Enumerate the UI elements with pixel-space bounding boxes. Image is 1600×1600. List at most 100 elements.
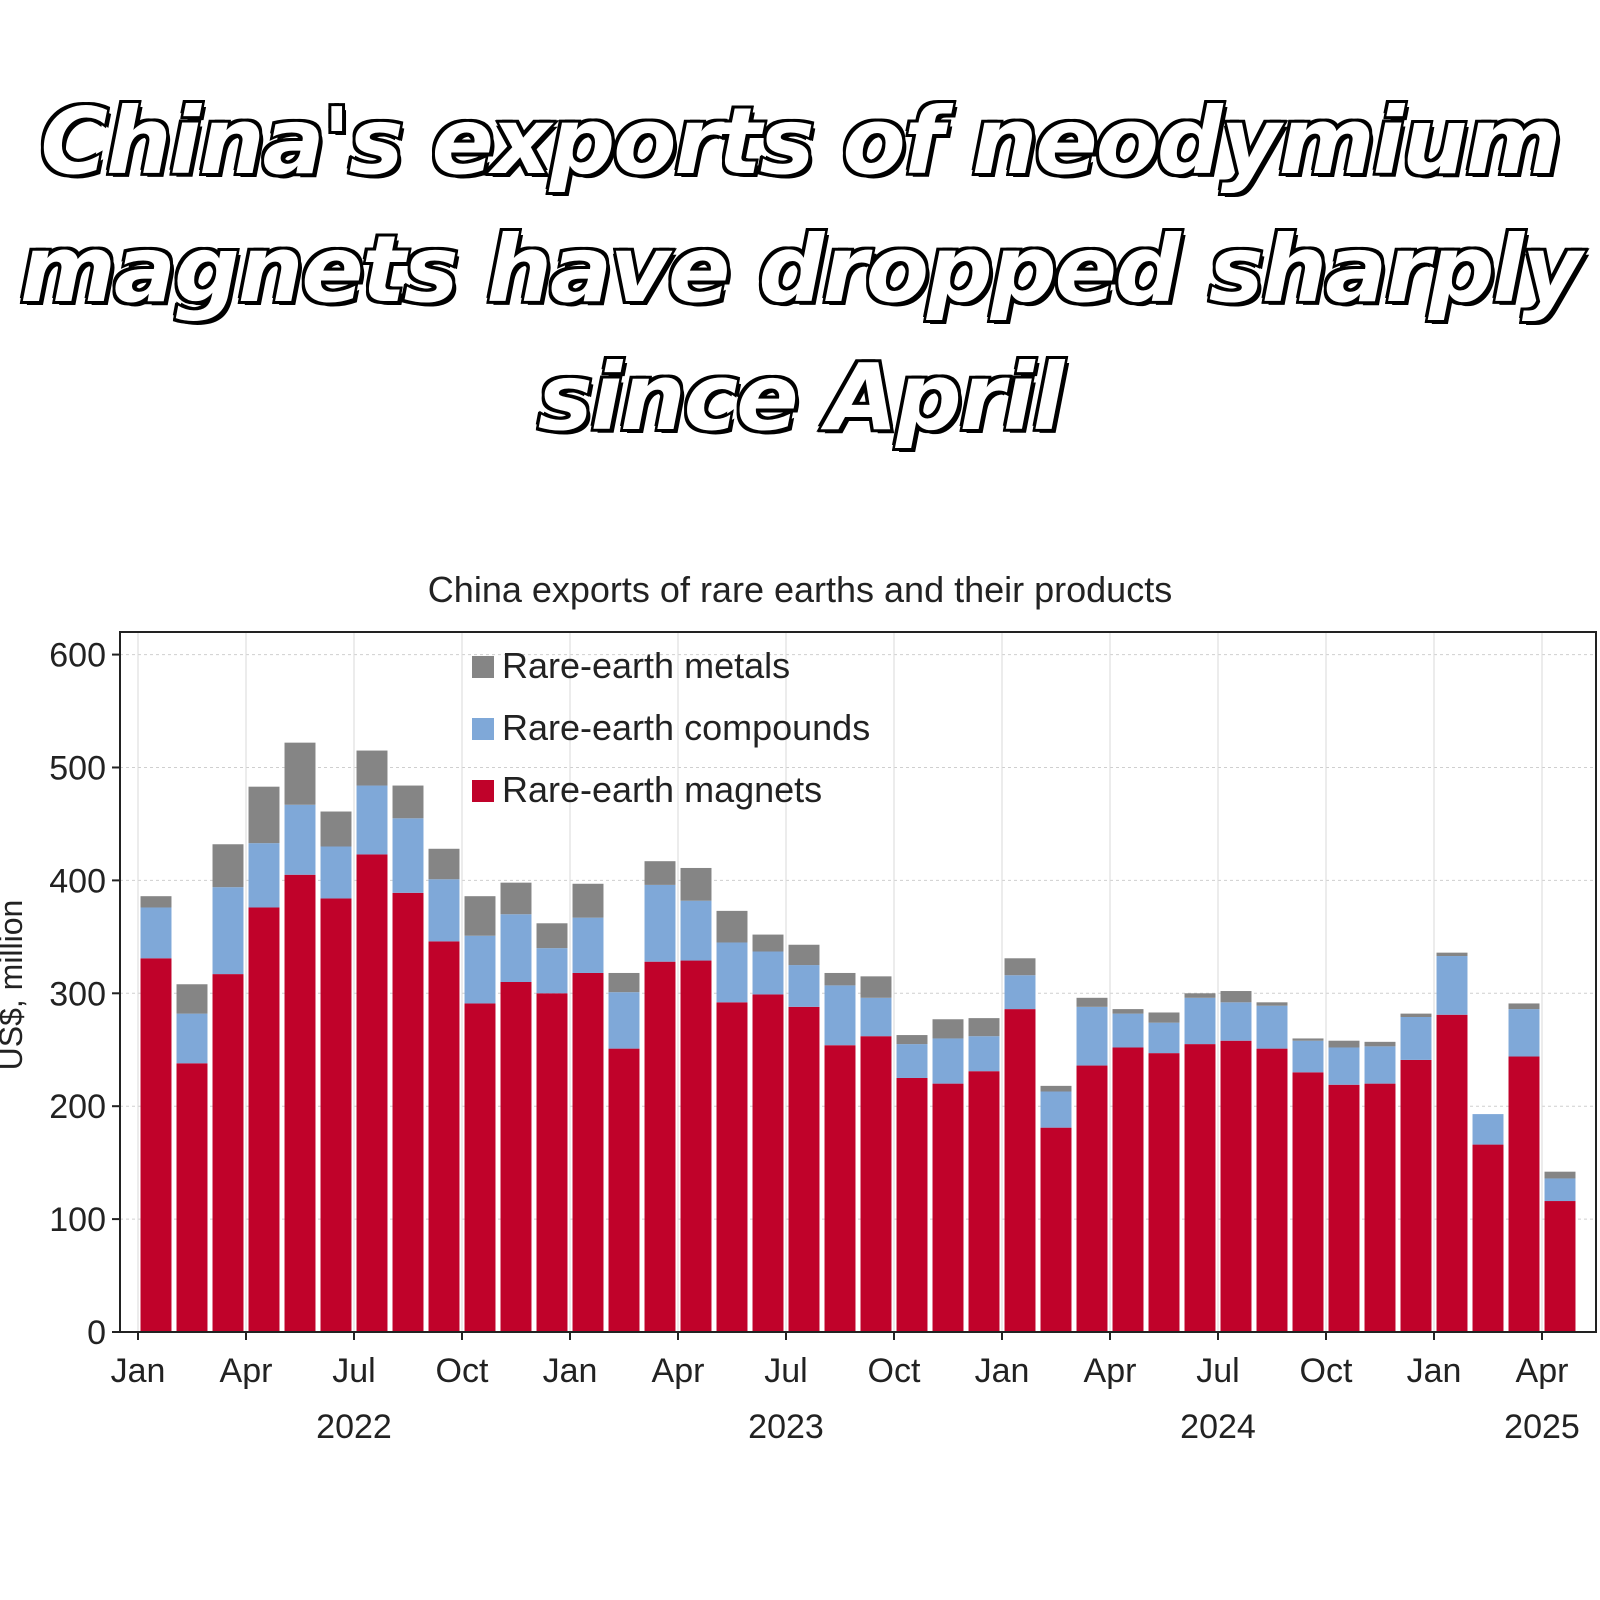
- bar-segment-rare-earth-magnets: [608, 1048, 640, 1332]
- y-tick-label: 400: [49, 862, 106, 900]
- bar-segment-rare-earth-metals: [1112, 1009, 1144, 1014]
- bar-segment-rare-earth-compounds: [1220, 1002, 1252, 1041]
- bar-segment-rare-earth-metals: [1004, 958, 1036, 976]
- bar-segment-rare-earth-compounds: [1400, 1017, 1432, 1060]
- x-tick-label: Apr: [1084, 1352, 1137, 1390]
- year-label: 2023: [748, 1408, 824, 1446]
- y-tick-label: 300: [49, 975, 106, 1013]
- x-tick-label: Oct: [436, 1352, 489, 1390]
- bar-segment-rare-earth-magnets: [1040, 1127, 1072, 1332]
- bar-segment-rare-earth-metals: [716, 910, 748, 943]
- bar-segment-rare-earth-compounds: [968, 1036, 1000, 1072]
- bar-segment-rare-earth-magnets: [716, 1002, 748, 1332]
- bar-segment-rare-earth-metals: [248, 786, 280, 844]
- bar-segment-rare-earth-metals: [536, 923, 568, 949]
- bar-segment-rare-earth-metals: [392, 785, 424, 819]
- bar-segment-rare-earth-metals: [1508, 1003, 1540, 1010]
- bar-segment-rare-earth-metals: [1256, 1002, 1288, 1006]
- bar-segment-rare-earth-magnets: [752, 994, 784, 1332]
- x-tick-label: Jul: [1196, 1352, 1239, 1390]
- bar-segment-rare-earth-magnets: [140, 958, 172, 1332]
- bar-segment-rare-earth-compounds: [860, 997, 892, 1037]
- x-tick-label: Apr: [652, 1352, 705, 1390]
- bar-segment-rare-earth-metals: [572, 883, 604, 918]
- chart-title: China exports of rare earths and their p…: [428, 569, 1172, 610]
- y-tick-label: 500: [49, 749, 106, 787]
- bar-segment-rare-earth-magnets: [176, 1063, 208, 1332]
- bar-segment-rare-earth-magnets: [1292, 1072, 1324, 1332]
- x-tick-label: Apr: [1516, 1352, 1569, 1390]
- bar-segment-rare-earth-metals: [1076, 997, 1108, 1007]
- bar-segment-rare-earth-metals: [608, 972, 640, 993]
- bar-segment-rare-earth-metals: [140, 896, 172, 908]
- bar-segment-rare-earth-compounds: [392, 818, 424, 893]
- legend-swatch: [472, 780, 494, 802]
- bar-segment-rare-earth-metals: [1364, 1041, 1396, 1047]
- headline-line-2: magnets have dropped sharply: [18, 214, 1585, 326]
- bar-segment-rare-earth-magnets: [1436, 1014, 1468, 1332]
- bar-segment-rare-earth-compounds: [1040, 1091, 1072, 1128]
- bar-segment-rare-earth-magnets: [212, 974, 244, 1332]
- bar-segment-rare-earth-compounds: [1184, 997, 1216, 1045]
- bar-segment-rare-earth-magnets: [932, 1083, 964, 1332]
- bar-segment-rare-earth-magnets: [356, 854, 388, 1332]
- bar-segment-rare-earth-magnets: [392, 892, 424, 1332]
- bar-segment-rare-earth-metals: [356, 750, 388, 786]
- headline: China's exports of neodymium magnets hav…: [0, 78, 1600, 462]
- bar-segment-rare-earth-metals: [932, 1019, 964, 1039]
- x-tick-label: Jan: [1407, 1352, 1462, 1390]
- bar-segment-rare-earth-compounds: [1148, 1022, 1180, 1054]
- bar-segment-rare-earth-compounds: [320, 846, 352, 899]
- bar-segment-rare-earth-magnets: [536, 993, 568, 1332]
- bar-segment-rare-earth-metals: [968, 1018, 1000, 1037]
- bar-segment-rare-earth-magnets: [1184, 1044, 1216, 1332]
- bar-segment-rare-earth-metals: [1328, 1040, 1360, 1048]
- bar-segment-rare-earth-metals: [1184, 993, 1216, 998]
- bar-segment-rare-earth-magnets: [1472, 1144, 1504, 1332]
- x-tick-label: Apr: [220, 1352, 273, 1390]
- bar-segment-rare-earth-compounds: [464, 935, 496, 1004]
- bar-segment-rare-earth-compounds: [500, 914, 532, 982]
- bar-segment-rare-earth-compounds: [536, 948, 568, 994]
- bar-segment-rare-earth-compounds: [356, 785, 388, 855]
- bar-segment-rare-earth-magnets: [1112, 1047, 1144, 1332]
- bar-segment-rare-earth-magnets: [644, 961, 676, 1332]
- bar-segment-rare-earth-magnets: [464, 1003, 496, 1332]
- bar-segment-rare-earth-metals: [1040, 1085, 1072, 1092]
- bar-segment-rare-earth-compounds: [572, 917, 604, 973]
- bar-segment-rare-earth-magnets: [1508, 1056, 1540, 1332]
- bar-segment-rare-earth-compounds: [896, 1044, 928, 1078]
- bar-segment-rare-earth-compounds: [1436, 956, 1468, 1015]
- bar-segment-rare-earth-compounds: [1076, 1006, 1108, 1066]
- bar-segment-rare-earth-magnets: [500, 982, 532, 1332]
- bar-segment-rare-earth-magnets: [968, 1071, 1000, 1332]
- x-tick-label: Jan: [543, 1352, 598, 1390]
- year-label: 2025: [1504, 1408, 1580, 1446]
- bar-segment-rare-earth-compounds: [176, 1013, 208, 1064]
- bar-segment-rare-earth-compounds: [1112, 1013, 1144, 1048]
- bar-segment-rare-earth-compounds: [680, 900, 712, 961]
- legend-swatch: [472, 656, 494, 678]
- legend-label: Rare-earth metals: [502, 645, 790, 686]
- bar-segment-rare-earth-magnets: [1364, 1083, 1396, 1332]
- bar-segment-rare-earth-compounds: [1004, 975, 1036, 1010]
- y-tick-label: 200: [49, 1088, 106, 1126]
- bar-segment-rare-earth-magnets: [1256, 1048, 1288, 1332]
- bar-segment-rare-earth-compounds: [752, 951, 784, 995]
- bar-segment-rare-earth-magnets: [248, 907, 280, 1332]
- bar-segment-rare-earth-metals: [644, 861, 676, 885]
- bar-segment-rare-earth-compounds: [932, 1038, 964, 1084]
- bar-segment-rare-earth-metals: [212, 844, 244, 888]
- bar-segment-rare-earth-magnets: [1328, 1084, 1360, 1332]
- bar-segment-rare-earth-metals: [500, 882, 532, 915]
- plot-frame: [119, 631, 1597, 1333]
- bar-segment-rare-earth-metals: [1544, 1171, 1576, 1179]
- x-tick-label: Oct: [1300, 1352, 1353, 1390]
- y-axis-label: US$, million: [0, 900, 29, 1071]
- headline-line-1: China's exports of neodymium: [38, 86, 1564, 198]
- legend-swatch: [472, 718, 494, 740]
- y-tick-label: 0: [87, 1314, 106, 1352]
- bar-segment-rare-earth-metals: [788, 944, 820, 966]
- bar-segment-rare-earth-compounds: [140, 907, 172, 959]
- bar-segment-rare-earth-metals: [1400, 1013, 1432, 1017]
